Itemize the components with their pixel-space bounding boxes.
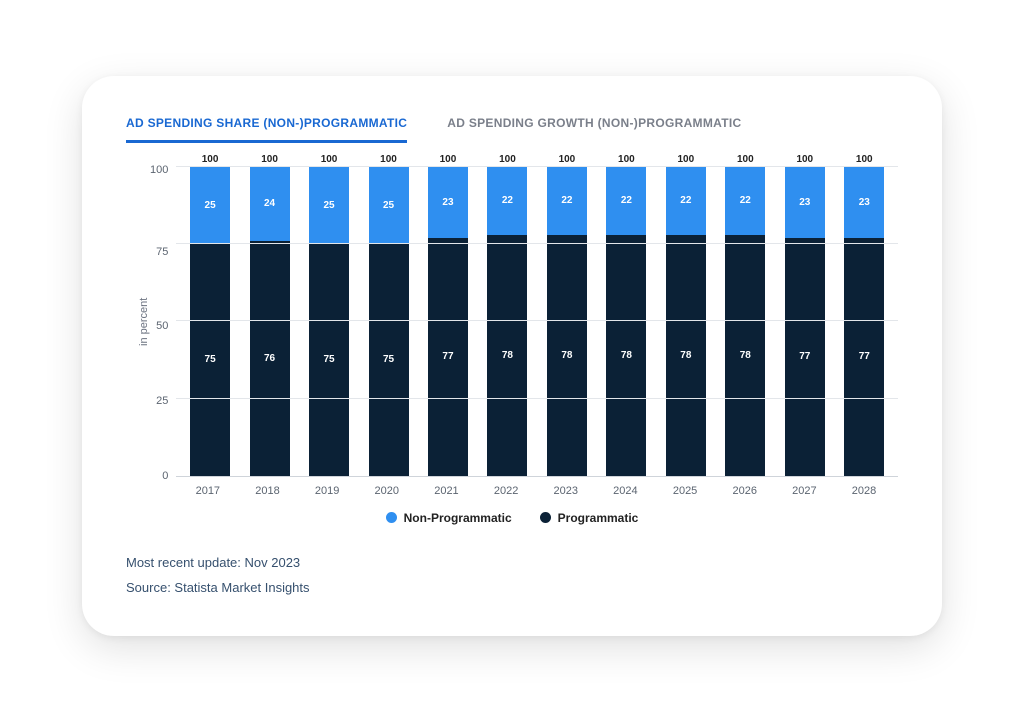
bar-total-label: 100 [190, 154, 230, 165]
ytick: 100 [150, 165, 168, 176]
ytick: 75 [156, 247, 168, 258]
legend-item-programmatic: Programmatic [540, 511, 639, 525]
xtick: 2025 [665, 485, 705, 497]
xtick: 2023 [546, 485, 586, 497]
bar-column: 1002575 [309, 167, 349, 476]
legend-label: Non-Programmatic [404, 511, 512, 525]
bar-segment-non-programmatic: 23 [428, 167, 468, 238]
bar-column: 1002278 [725, 167, 765, 476]
bar-total-label: 100 [725, 154, 765, 165]
bar-segment-non-programmatic: 22 [606, 167, 646, 235]
bar-segment-programmatic: 76 [250, 241, 290, 476]
bar-column: 1002575 [190, 167, 230, 476]
bar-segment-programmatic: 75 [309, 244, 349, 476]
legend-item-non-programmatic: Non-Programmatic [386, 511, 512, 525]
xtick: 2019 [307, 485, 347, 497]
chart-card: AD SPENDING SHARE (NON-)PROGRAMMATIC AD … [82, 76, 942, 636]
xtick: 2018 [247, 485, 287, 497]
tab-bar: AD SPENDING SHARE (NON-)PROGRAMMATIC AD … [126, 116, 898, 143]
xtick: 2028 [844, 485, 884, 497]
bar-segment-non-programmatic: 24 [250, 167, 290, 241]
chart-area: in percent 100 75 50 25 0 10025751002476… [132, 167, 898, 477]
bar-segment-non-programmatic: 25 [309, 167, 349, 244]
y-axis-label: in percent [132, 167, 150, 477]
source-text: Source: Statista Market Insights [126, 576, 898, 601]
update-text: Most recent update: Nov 2023 [126, 551, 898, 576]
gridline [176, 166, 898, 167]
bar-segment-programmatic: 78 [725, 235, 765, 476]
xtick: 2024 [605, 485, 645, 497]
bar-segment-programmatic: 77 [844, 238, 884, 476]
bar-segment-programmatic: 77 [785, 238, 825, 476]
legend-swatch-icon [386, 512, 397, 523]
bar-segment-programmatic: 77 [428, 238, 468, 476]
bar-total-label: 100 [844, 154, 884, 165]
bar-total-label: 100 [487, 154, 527, 165]
bar-column: 1002476 [250, 167, 290, 476]
bars-container: 1002575 1002476 1002575 1002575 1002377 10022… [176, 167, 898, 476]
tab-spending-growth[interactable]: AD SPENDING GROWTH (NON-)PROGRAMMATIC [447, 116, 741, 143]
ytick: 25 [156, 396, 168, 407]
bar-total-label: 100 [606, 154, 646, 165]
bar-segment-non-programmatic: 22 [725, 167, 765, 235]
chart-footer: Most recent update: Nov 2023 Source: Sta… [126, 551, 898, 600]
bar-segment-programmatic: 75 [369, 244, 409, 476]
bar-segment-non-programmatic: 25 [190, 167, 230, 244]
bar-column: 1002278 [606, 167, 646, 476]
gridline [176, 398, 898, 399]
bar-column: 1002278 [666, 167, 706, 476]
bar-segment-non-programmatic: 25 [369, 167, 409, 244]
xtick: 2017 [188, 485, 228, 497]
bar-total-label: 100 [369, 154, 409, 165]
bar-segment-non-programmatic: 22 [487, 167, 527, 235]
y-axis-ticks: 100 75 50 25 0 [150, 167, 176, 477]
bar-segment-programmatic: 75 [190, 244, 230, 476]
bar-total-label: 100 [547, 154, 587, 165]
ytick: 0 [162, 471, 168, 482]
bar-segment-programmatic: 78 [487, 235, 527, 476]
gridline [176, 243, 898, 244]
bar-column: 1002377 [785, 167, 825, 476]
xtick: 2022 [486, 485, 526, 497]
bar-column: 1002278 [547, 167, 587, 476]
bar-segment-programmatic: 78 [547, 235, 587, 476]
bar-segment-programmatic: 78 [606, 235, 646, 476]
bar-segment-non-programmatic: 22 [547, 167, 587, 235]
legend-label: Programmatic [558, 511, 639, 525]
legend: Non-Programmatic Programmatic [126, 511, 898, 525]
xtick: 2020 [367, 485, 407, 497]
bar-total-label: 100 [428, 154, 468, 165]
xtick: 2021 [426, 485, 466, 497]
gridline [176, 320, 898, 321]
plot-region: 1002575 1002476 1002575 1002575 1002377 10022… [176, 167, 898, 477]
bar-column: 1002575 [369, 167, 409, 476]
bar-segment-non-programmatic: 23 [844, 167, 884, 238]
bar-column: 1002377 [844, 167, 884, 476]
x-axis-ticks: 2017 2018 2019 2020 2021 2022 2023 2024 2025 2026… [174, 477, 898, 497]
tab-spending-share[interactable]: AD SPENDING SHARE (NON-)PROGRAMMATIC [126, 116, 407, 143]
xtick: 2026 [725, 485, 765, 497]
bar-segment-programmatic: 78 [666, 235, 706, 476]
xtick: 2027 [784, 485, 824, 497]
bar-total-label: 100 [309, 154, 349, 165]
legend-swatch-icon [540, 512, 551, 523]
bar-column: 1002377 [428, 167, 468, 476]
bar-column: 1002278 [487, 167, 527, 476]
bar-segment-non-programmatic: 22 [666, 167, 706, 235]
bar-total-label: 100 [666, 154, 706, 165]
bar-total-label: 100 [250, 154, 290, 165]
ytick: 50 [156, 321, 168, 332]
bar-segment-non-programmatic: 23 [785, 167, 825, 238]
bar-total-label: 100 [785, 154, 825, 165]
